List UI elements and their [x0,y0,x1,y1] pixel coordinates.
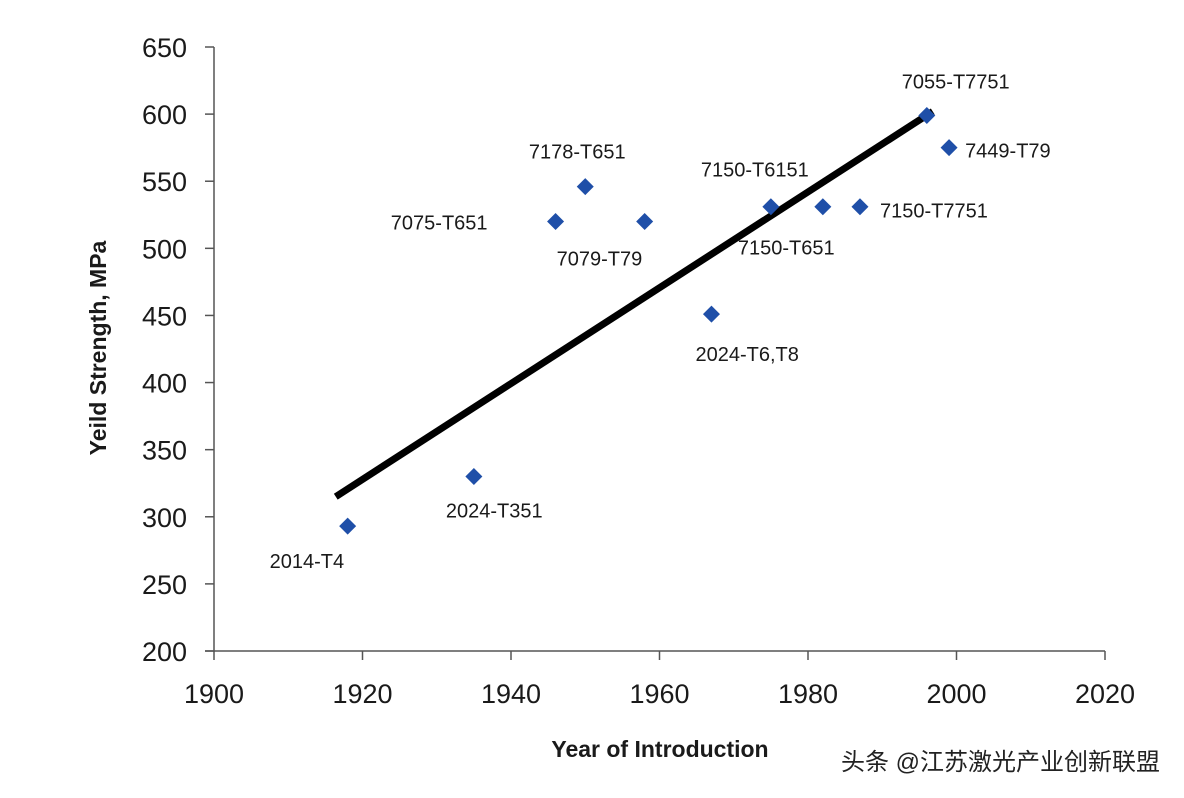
x-tick-label: 1900 [184,679,244,709]
data-label: 2024-T351 [446,501,543,523]
y-axis-title: Yeild Strength, MPa [85,240,111,455]
x-axis-title: Year of Introduction [551,736,768,762]
data-label: 7079-T79 [557,248,643,270]
data-point [851,198,869,216]
data-point [636,212,654,230]
y-tick-label: 500 [142,234,187,264]
x-tick-label: 1940 [481,679,541,709]
data-point [465,468,483,486]
data-label: 7075-T651 [391,212,488,234]
trend-line [333,108,935,500]
x-tick-label: 2000 [926,679,986,709]
data-label: 7150-T651 [738,238,835,260]
data-label: 7150-T6151 [701,160,809,182]
y-tick-label: 250 [142,570,187,600]
y-tick-label: 450 [142,301,187,331]
y-tick-label: 600 [142,100,187,130]
y-tick-label: 650 [142,33,187,63]
data-point [814,198,832,216]
x-tick-label: 2020 [1075,679,1135,709]
data-point [576,178,594,196]
data-label: 2024-T6,T8 [695,344,798,366]
data-label: 7150-T7751 [880,201,988,223]
y-tick-label: 300 [142,503,187,533]
data-label: 7178-T651 [529,142,626,164]
x-tick-label: 1920 [332,679,392,709]
data-label: 2014-T4 [270,551,345,573]
y-tick-label: 550 [142,167,187,197]
x-tick-label: 1960 [629,679,689,709]
data-point [762,198,780,216]
data-label: 7055-T7751 [902,71,1010,93]
data-point [940,139,958,157]
x-tick-label: 1980 [778,679,838,709]
watermark: 头条 @江苏激光产业创新联盟 [841,749,1160,776]
y-tick-label: 400 [142,369,187,399]
data-point [547,212,565,230]
data-label: 7449-T79 [965,141,1051,163]
y-tick-label: 350 [142,436,187,466]
data-point [339,517,357,535]
data-point [702,305,720,323]
data-point [918,106,936,124]
y-tick-label: 200 [142,637,187,667]
